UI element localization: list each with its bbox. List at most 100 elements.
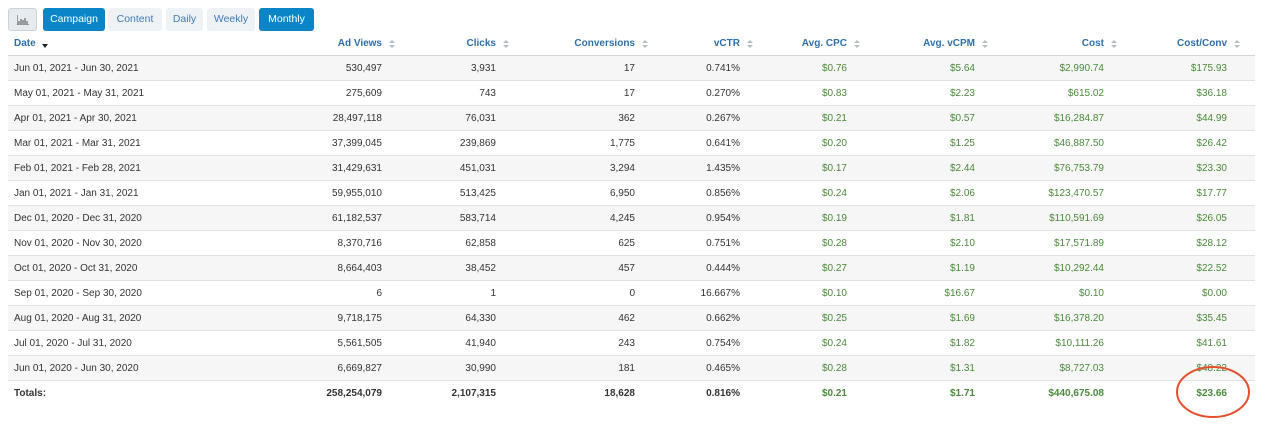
- table-row: [8, 231, 1255, 256]
- table-cell: 457: [618, 263, 635, 274]
- table-cell: 8,370,716: [337, 238, 383, 249]
- table-cell: 64,330: [465, 313, 496, 324]
- table-cell: $44.99: [1196, 113, 1227, 124]
- totals-cell: $1.71: [949, 388, 975, 399]
- table-cell: $23.30: [1196, 163, 1227, 174]
- tab-button[interactable]: Campaign: [43, 8, 105, 31]
- table-cell: $36.18: [1196, 88, 1227, 99]
- table-cell: Jan 01, 2021 - Jan 31, 2021: [14, 188, 139, 199]
- table-cell: $16,284.87: [1053, 113, 1104, 124]
- table-cell: $0.25: [821, 313, 847, 324]
- table-cell: 37,399,045: [331, 138, 382, 149]
- table-cell: 31,429,631: [331, 163, 382, 174]
- sort-icon[interactable]: [1234, 39, 1240, 49]
- column-header[interactable]: Avg. vCPM: [923, 38, 975, 49]
- table-cell: Dec 01, 2020 - Dec 31, 2020: [14, 213, 142, 224]
- table-cell: $0.24: [821, 338, 847, 349]
- table-cell: 41,940: [465, 338, 496, 349]
- table-cell: 16.667%: [700, 288, 740, 299]
- table-cell: Jul 01, 2020 - Jul 31, 2020: [14, 338, 132, 349]
- column-header[interactable]: Conversions: [574, 38, 635, 49]
- totals-cell: $23.66: [1196, 388, 1227, 399]
- table-cell: 583,714: [459, 213, 496, 224]
- totals-cell: $440,675.08: [1048, 388, 1104, 399]
- table-cell: 243: [618, 338, 635, 349]
- tab-button[interactable]: Monthly: [259, 8, 314, 31]
- column-header[interactable]: vCTR: [713, 38, 740, 49]
- column-header[interactable]: Date: [14, 38, 36, 49]
- column-header[interactable]: Ad Views: [337, 38, 382, 49]
- table-cell: $110,591.69: [1049, 213, 1104, 224]
- table-cell: 30,990: [465, 363, 496, 374]
- table-cell: $0.28: [821, 238, 847, 249]
- table-row: [8, 106, 1255, 131]
- table-cell: $175.93: [1190, 63, 1227, 74]
- table-cell: 3,294: [609, 163, 635, 174]
- table-cell: 4,245: [609, 213, 635, 224]
- table-cell: $1.69: [949, 313, 975, 324]
- table-cell: 38,452: [465, 263, 496, 274]
- table-cell: $2,990.74: [1059, 63, 1105, 74]
- column-header[interactable]: Avg. CPC: [801, 38, 847, 49]
- table-row: [8, 56, 1255, 81]
- table-cell: Nov 01, 2020 - Nov 30, 2020: [14, 238, 142, 249]
- totals-cell: 258,254,079: [326, 388, 382, 399]
- column-header[interactable]: Cost/Conv: [1177, 38, 1227, 49]
- table-cell: $0.24: [821, 188, 847, 199]
- table-cell: 275,609: [345, 88, 382, 99]
- table-cell: Apr 01, 2021 - Apr 30, 2021: [14, 113, 137, 124]
- table-row: [8, 131, 1255, 156]
- totals-cell: 0.816%: [706, 388, 740, 399]
- table-cell: Sep 01, 2020 - Sep 30, 2020: [14, 288, 142, 299]
- table-cell: 76,031: [465, 113, 496, 124]
- table-row: [8, 81, 1255, 106]
- column-header[interactable]: Cost: [1081, 38, 1104, 49]
- sort-icon[interactable]: [503, 39, 509, 49]
- sort-icon[interactable]: [747, 39, 753, 49]
- table-cell: 0: [629, 288, 635, 299]
- table-cell: 6,669,827: [337, 363, 383, 374]
- table-cell: 0.465%: [706, 363, 740, 374]
- sort-icon[interactable]: [42, 41, 48, 51]
- sort-icon[interactable]: [1111, 39, 1117, 49]
- table-row: [8, 181, 1255, 206]
- table-cell: 0.270%: [706, 88, 740, 99]
- totals-cell: 18,628: [604, 388, 635, 399]
- table-cell: Oct 01, 2020 - Oct 31, 2020: [14, 263, 138, 274]
- tab-button[interactable]: Content: [108, 8, 162, 31]
- table-cell: $0.19: [821, 213, 847, 224]
- tab-button[interactable]: Weekly: [207, 8, 255, 31]
- sort-icon[interactable]: [642, 39, 648, 49]
- table-row: [8, 256, 1255, 281]
- table-cell: 0.444%: [706, 263, 740, 274]
- table-cell: 17: [623, 88, 635, 99]
- column-header[interactable]: Clicks: [466, 38, 496, 49]
- table-cell: $0.20: [821, 138, 847, 149]
- table-cell: $10,111.26: [1055, 338, 1104, 349]
- table-cell: 9,718,175: [337, 313, 383, 324]
- table-cell: $0.17: [821, 163, 847, 174]
- table-cell: 530,497: [345, 63, 382, 74]
- table-row: [8, 156, 1255, 181]
- table-cell: $17,571.89: [1053, 238, 1104, 249]
- table-cell: $0.00: [1201, 288, 1227, 299]
- tab-button[interactable]: Daily: [166, 8, 203, 31]
- table-cell: $0.10: [1078, 288, 1104, 299]
- table-cell: 3,931: [470, 63, 496, 74]
- table-cell: $35.45: [1196, 313, 1227, 324]
- sort-icon[interactable]: [389, 39, 395, 49]
- sort-icon[interactable]: [854, 39, 860, 49]
- table-cell: $26.05: [1196, 213, 1227, 224]
- table-cell: 6,950: [609, 188, 635, 199]
- table-cell: $0.57: [949, 113, 975, 124]
- table-row: [8, 281, 1255, 306]
- sort-icon[interactable]: [982, 39, 988, 49]
- table-cell: 513,425: [459, 188, 496, 199]
- table-cell: $0.83: [821, 88, 847, 99]
- chart-toggle[interactable]: [8, 8, 37, 31]
- table-cell: 625: [618, 238, 635, 249]
- chart-icon: [15, 15, 29, 26]
- table-cell: 239,869: [459, 138, 496, 149]
- table-cell: Jun 01, 2020 - Jun 30, 2020: [14, 363, 139, 374]
- table-cell: 0.754%: [706, 338, 740, 349]
